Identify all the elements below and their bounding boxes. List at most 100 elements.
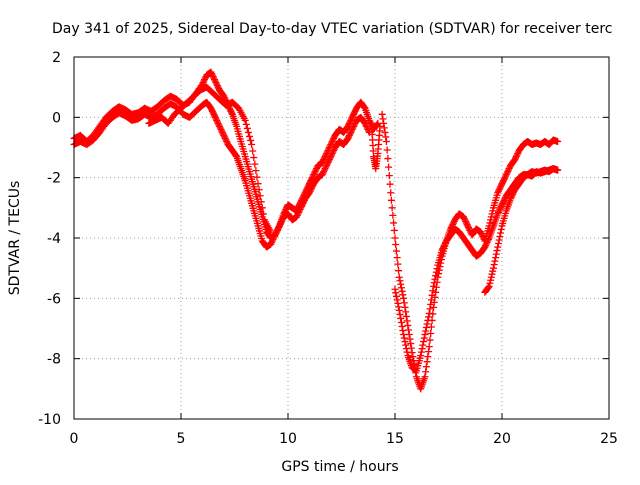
data-point xyxy=(207,104,215,112)
data-point xyxy=(428,291,436,299)
data-point xyxy=(350,109,358,117)
data-point xyxy=(350,121,358,129)
data-point xyxy=(512,153,520,161)
data-point xyxy=(487,276,495,284)
y-tick-label: -2 xyxy=(47,171,61,187)
data-point xyxy=(199,79,207,87)
data-point xyxy=(380,124,388,132)
data-point xyxy=(481,243,489,251)
data-point xyxy=(496,205,504,213)
data-point xyxy=(295,208,303,216)
data-point xyxy=(278,217,286,225)
data-point xyxy=(554,137,562,145)
data-point xyxy=(323,162,331,170)
data-point xyxy=(495,207,503,215)
data-point xyxy=(484,283,492,291)
data-point xyxy=(420,334,428,342)
data-point xyxy=(247,136,255,144)
x-tick-label: 20 xyxy=(493,431,511,447)
data-point xyxy=(400,294,408,302)
data-point xyxy=(305,189,313,197)
data-point xyxy=(378,110,386,118)
data-point xyxy=(394,260,402,268)
data-point xyxy=(398,287,406,295)
data-point xyxy=(218,128,226,136)
data-point xyxy=(296,205,304,213)
data-point xyxy=(327,153,335,161)
data-point xyxy=(418,345,426,353)
data-point xyxy=(211,112,219,120)
data-point xyxy=(401,303,409,311)
data-point xyxy=(330,147,338,155)
x-tick-label: 15 xyxy=(386,431,404,447)
data-point xyxy=(274,225,282,233)
data-point xyxy=(464,223,472,231)
data-point xyxy=(223,137,231,145)
data-point xyxy=(347,127,355,135)
data-point xyxy=(320,166,328,174)
data-point xyxy=(385,172,393,180)
data-point xyxy=(220,131,228,139)
data-point xyxy=(325,157,333,165)
data-point xyxy=(383,146,391,154)
data-point xyxy=(324,159,332,167)
data-point xyxy=(497,202,505,210)
data-point xyxy=(503,169,511,177)
data-point xyxy=(380,119,388,127)
data-point xyxy=(489,207,497,215)
data-point xyxy=(483,239,491,247)
data-point xyxy=(439,245,447,253)
data-point xyxy=(322,163,330,171)
data-point xyxy=(298,202,306,210)
data-point xyxy=(401,338,409,346)
data-point xyxy=(504,166,512,174)
data-point xyxy=(275,222,283,230)
data-point xyxy=(391,285,399,293)
data-point xyxy=(256,192,264,200)
data-point xyxy=(282,205,290,213)
data-point xyxy=(270,232,278,240)
data-point xyxy=(421,373,429,381)
data-point xyxy=(459,213,467,221)
data-point xyxy=(422,368,430,376)
data-point xyxy=(554,166,562,174)
data-point xyxy=(394,299,402,307)
data-point xyxy=(208,70,216,78)
data-point xyxy=(271,231,279,239)
data-point xyxy=(491,257,499,265)
data-point xyxy=(321,165,329,173)
data-point xyxy=(499,198,507,206)
data-point xyxy=(379,115,387,123)
data-point xyxy=(311,168,319,176)
data-point xyxy=(425,343,433,351)
data-point xyxy=(419,341,427,349)
data-point xyxy=(245,132,253,140)
data-point xyxy=(228,109,236,117)
data-point xyxy=(495,236,503,244)
data-point xyxy=(397,314,405,322)
data-point xyxy=(494,243,502,251)
data-point xyxy=(249,147,257,155)
data-point xyxy=(427,330,435,338)
data-point xyxy=(395,303,403,311)
data-point xyxy=(350,122,358,130)
data-point xyxy=(426,336,434,344)
data-point xyxy=(488,270,496,278)
data-point xyxy=(293,213,301,221)
data-point xyxy=(461,216,469,224)
data-point xyxy=(346,130,354,138)
data-point xyxy=(313,165,321,173)
data-point xyxy=(486,279,494,287)
x-tick-labels: 0 5 10 15 20 25 xyxy=(70,431,618,447)
data-point xyxy=(430,282,438,290)
data-point xyxy=(425,348,433,356)
data-point xyxy=(487,273,495,281)
data-point xyxy=(501,174,509,182)
data-point xyxy=(269,236,277,244)
data-point xyxy=(496,232,504,240)
data-point xyxy=(255,186,263,194)
data-point xyxy=(422,323,430,331)
data-point xyxy=(511,156,519,164)
data-point xyxy=(433,265,441,273)
data-point xyxy=(328,150,336,158)
